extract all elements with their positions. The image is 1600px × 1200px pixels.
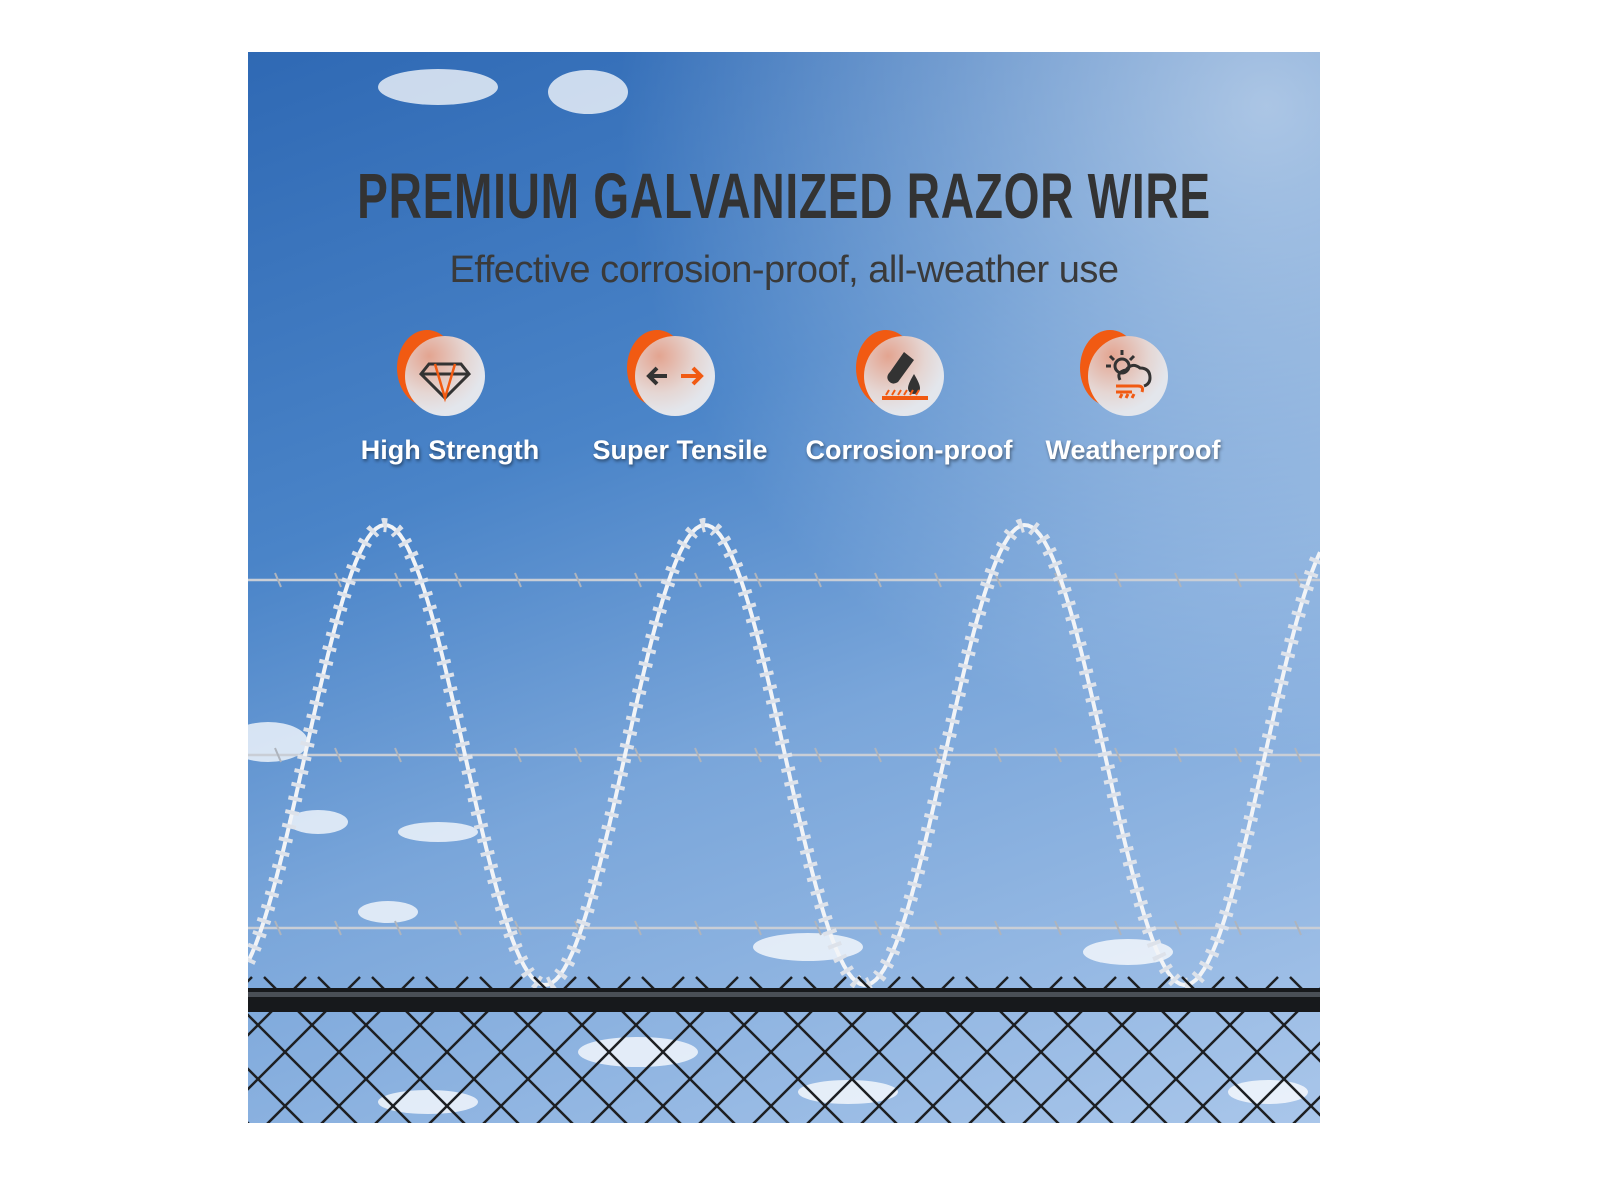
barb (934, 920, 942, 936)
barb (694, 920, 702, 936)
barb (694, 747, 702, 763)
barb (454, 920, 462, 936)
mesh-wire (1292, 1095, 1320, 1123)
barb (334, 920, 342, 936)
feature-corrosion-proof: Corrosion-proof (794, 330, 1024, 466)
barb (634, 747, 642, 763)
barb (634, 572, 642, 588)
barb (1234, 572, 1242, 588)
feature-high-strength: High Strength (335, 330, 565, 466)
razor-wire-blades (248, 517, 1320, 993)
barb (574, 747, 582, 763)
subtitle: Effective corrosion-proof, all-weather u… (449, 249, 1119, 291)
test-tube-drop-icon (882, 352, 928, 400)
barb (1294, 920, 1302, 936)
tensile-arrows-icon (646, 366, 704, 386)
barb (1174, 747, 1182, 763)
barb (1174, 572, 1182, 588)
barb (394, 747, 402, 763)
razor-wire-fence-illustration (248, 69, 1320, 1123)
barb (1294, 747, 1302, 763)
barb (634, 920, 642, 936)
barb (334, 747, 342, 763)
barb (874, 572, 882, 588)
product-banner: PREMIUM GALVANIZED RAZOR WIRE Effective … (248, 52, 1320, 1123)
barb (1114, 920, 1122, 936)
barb (754, 572, 762, 588)
diamond-icon (418, 362, 472, 403)
feature-label: High Strength (360, 435, 540, 465)
fence-rail-highlight (248, 992, 1320, 997)
mesh-wire (1238, 1041, 1320, 1123)
barb (394, 572, 402, 588)
feature-label: Weatherproof (1045, 435, 1221, 465)
barb (514, 572, 522, 588)
barb (1114, 747, 1122, 763)
barb (874, 920, 882, 936)
page-title: PREMIUM GALVANIZED RAZOR WIRE (357, 160, 1211, 232)
barb (274, 920, 282, 936)
feature-super-tensile: Super Tensile (565, 330, 795, 466)
sun-cloud-wind-icon (1106, 350, 1152, 399)
barb (994, 920, 1002, 936)
barb (1294, 572, 1302, 588)
barb (574, 572, 582, 588)
barb (694, 572, 702, 588)
barb (994, 747, 1002, 763)
barb (1234, 920, 1242, 936)
barb (1234, 747, 1242, 763)
barb (274, 747, 282, 763)
mesh-wire (248, 1067, 304, 1123)
barb (1114, 572, 1122, 588)
barb (1054, 747, 1062, 763)
barb (1054, 920, 1062, 936)
barb (934, 572, 942, 588)
barb (754, 747, 762, 763)
barb (814, 747, 822, 763)
barb (394, 920, 402, 936)
fence-top-rail (248, 988, 1320, 1012)
feature-weatherproof: Weatherproof (1018, 330, 1248, 466)
barb (514, 747, 522, 763)
barb (814, 572, 822, 588)
barb (874, 747, 882, 763)
barb (274, 572, 282, 588)
barb (334, 572, 342, 588)
barb (754, 920, 762, 936)
barb (454, 572, 462, 588)
barb (1174, 920, 1182, 936)
feature-label: Corrosion-proof (805, 435, 1013, 465)
barb (514, 920, 522, 936)
feature-label: Super Tensile (592, 435, 768, 465)
barb (814, 920, 822, 936)
